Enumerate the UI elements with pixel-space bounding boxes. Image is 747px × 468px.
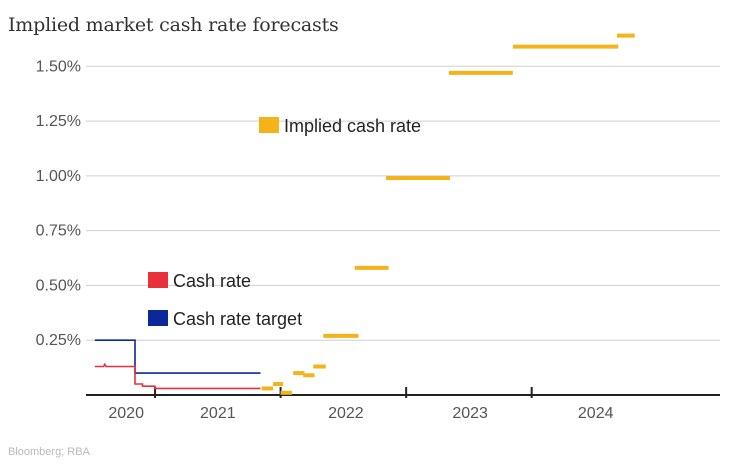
- legend-label: Cash rate target: [173, 309, 302, 329]
- x-tick-label: 2023: [452, 405, 488, 422]
- y-tick-label: 1.00%: [36, 168, 81, 185]
- legend-swatch: [259, 117, 279, 133]
- legend: Implied cash rate Cash rate Cash rate targ…: [148, 116, 421, 329]
- y-tick-label: 0.25%: [36, 332, 81, 349]
- series-cash-rate-target: [94, 339, 261, 374]
- legend-label: Cash rate: [173, 271, 251, 291]
- x-axis: 2020 2021 2022 2023 2024: [86, 387, 720, 422]
- source-note: Bloomberg; RBA: [8, 446, 90, 458]
- legend-label: Implied cash rate: [284, 116, 421, 136]
- series-layer: [94, 339, 261, 390]
- y-tick-label: 0.50%: [36, 277, 81, 294]
- x-tick-label: 2020: [108, 405, 144, 422]
- legend-swatch: [148, 272, 168, 288]
- x-tick-label: 2022: [328, 405, 364, 422]
- grid-layer: [86, 65, 720, 341]
- implied-cash-rate-series: [261, 33, 635, 395]
- y-tick-label: 1.50%: [36, 58, 81, 75]
- chart-title: Implied market cash rate forecasts: [8, 14, 339, 36]
- y-tick-label: 1.25%: [36, 113, 81, 130]
- y-tick-label: 0.75%: [36, 223, 81, 240]
- legend-swatch: [148, 310, 168, 326]
- y-tick-labels: 0.25% 0.50% 0.75% 1.00% 1.25% 1.50%: [36, 58, 81, 349]
- x-tick-label: 2021: [200, 405, 236, 422]
- x-tick-label: 2024: [578, 405, 614, 422]
- series-cash-rate: [94, 362, 261, 390]
